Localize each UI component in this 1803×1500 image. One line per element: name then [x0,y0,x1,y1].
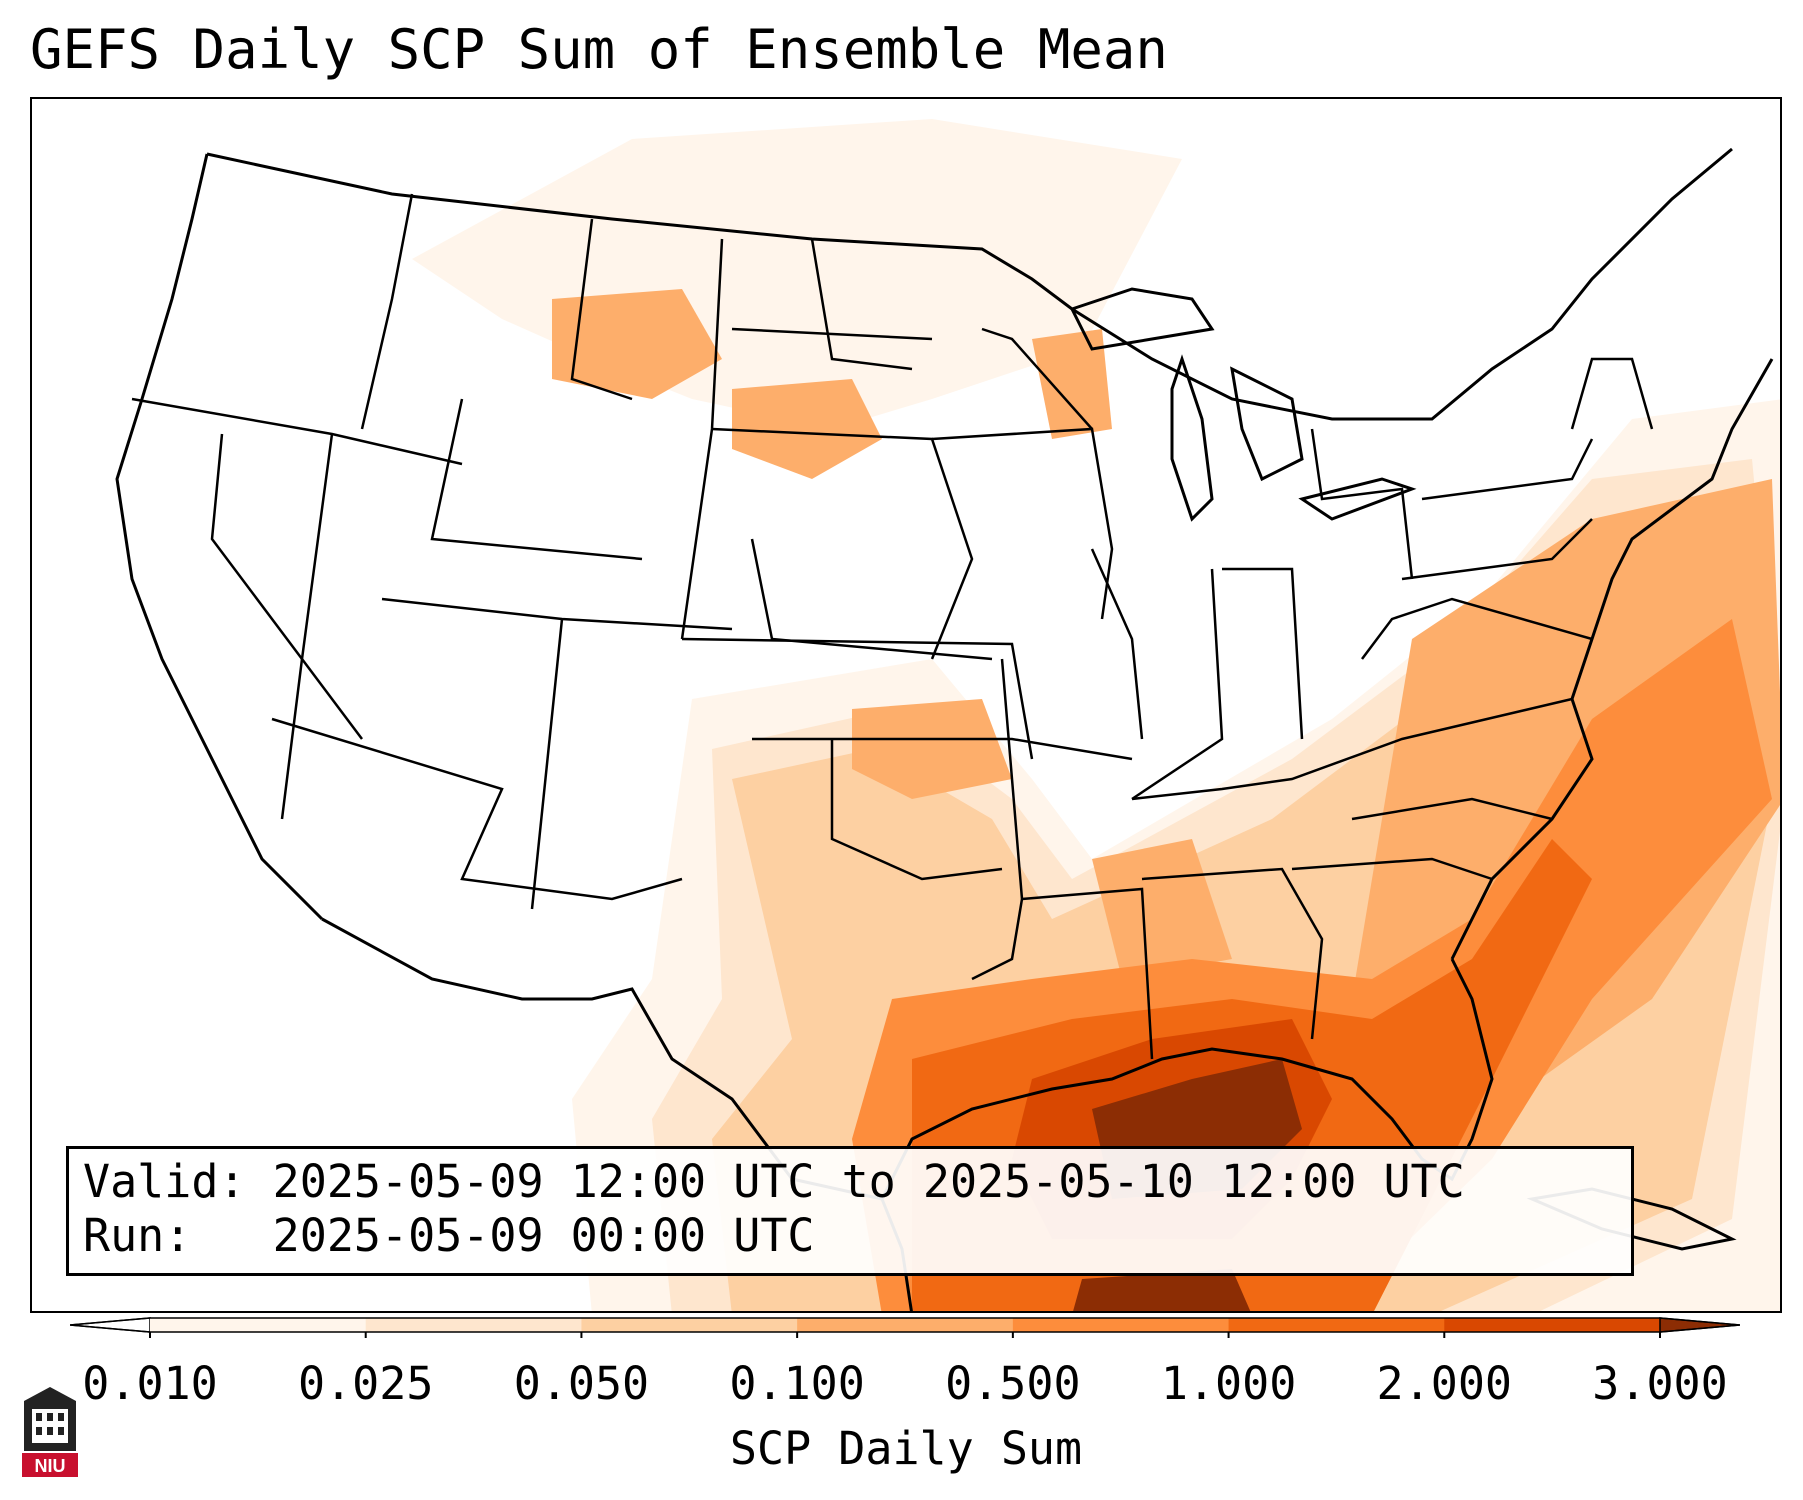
lake-superior [1069,287,1215,351]
valid-label: Valid: [83,1155,246,1208]
svg-text:NIU: NIU [35,1456,66,1476]
colorbar-segment [1444,1318,1661,1332]
colorbar-segment [150,1318,367,1332]
colorbar-tick-label: 0.010 [82,1357,218,1410]
colorbar-ticks [149,1332,1661,1338]
valid-run-info-box: Valid: 2025-05-09 12:00 UTC to 2025-05-1… [66,1146,1634,1276]
colorbar-label: SCP Daily Sum [729,1422,1083,1475]
colorbar-tick-label: 0.500 [945,1357,1081,1410]
colorbar-tick-label: 3.000 [1592,1357,1728,1410]
niu-logo: NIU [22,1387,78,1477]
colorbar-segment [1012,1318,1230,1332]
shading-level-0.100 [1032,329,1112,439]
colorbar-tick-label: 0.100 [729,1357,865,1410]
lake-erie [1298,477,1417,521]
west-coast [115,153,324,921]
colorbar [70,1317,1740,1338]
colorbar-extend-max [1659,1317,1740,1333]
gulf-coast [880,958,1494,1200]
lake-michigan [1170,354,1214,522]
colorbar-segment [581,1318,798,1332]
state-boundaries [131,193,1654,1060]
east-coast [1450,358,1774,960]
colorbar-tick-label: 1.000 [1160,1357,1297,1410]
valid-value: 2025-05-09 12:00 UTC to 2025-05-10 12:00… [272,1155,1465,1208]
colorbar-tick-label: 2.000 [1376,1357,1513,1410]
colorbar-segment [365,1318,582,1332]
shading-level-0.100 [732,379,882,479]
shading-level-3.000 [1073,1269,1251,1311]
colorbar-extend-min [70,1317,151,1333]
shading-level-0.100 [852,699,1012,799]
colorbar-tick-label: 0.025 [297,1357,434,1410]
map-panel [30,97,1782,1313]
us-canada-border [206,147,1733,421]
colorbar-segments [70,1317,1740,1333]
shading-level-0.100 [552,289,722,399]
colorbar-tick-label: 0.050 [513,1357,650,1410]
run-value: 2025-05-09 00:00 UTC [272,1209,815,1262]
colorbar-segment [797,1318,1014,1332]
map-canvas [115,119,1780,1311]
lake-huron [1230,366,1304,482]
run-label: Run: [83,1209,192,1262]
colorbar-segment [1228,1318,1445,1332]
chart-title: GEFS Daily SCP Sum of Ensemble Mean [30,18,1168,81]
